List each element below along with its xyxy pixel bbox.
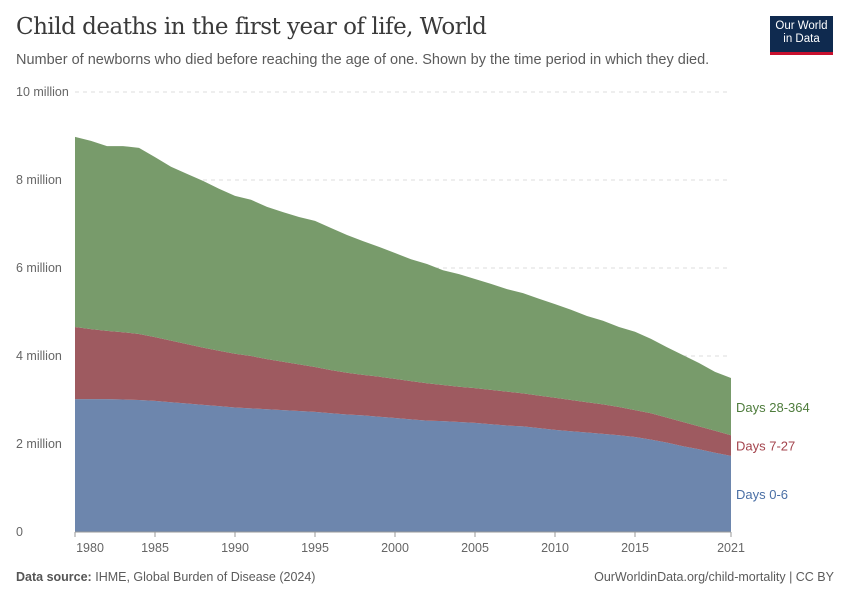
y-tick-label: 0	[16, 525, 23, 539]
logo-line2: in Data	[783, 33, 820, 45]
source-label: Data source:	[16, 570, 92, 584]
x-tick-label: 1995	[301, 541, 329, 555]
area-days-28-364	[75, 136, 731, 436]
y-tick-label: 8 million	[16, 173, 62, 187]
x-tick-label: 1990	[221, 541, 249, 555]
y-tick-label: 4 million	[16, 349, 62, 363]
series-label: Days 0-6	[736, 487, 788, 502]
area-days-7-27	[75, 326, 731, 456]
logo-line1: Our World	[775, 20, 828, 32]
x-tick-label: 2021	[717, 541, 745, 555]
x-tick-label: 1985	[141, 541, 169, 555]
data-source: Data source: IHME, Global Burden of Dise…	[16, 570, 315, 584]
area-days-0-6	[75, 399, 731, 532]
y-tick-label: 6 million	[16, 261, 62, 275]
owid-logo[interactable]: Our World in Data	[770, 16, 833, 55]
x-tick-label: 2005	[461, 541, 489, 555]
x-tick-label: 2015	[621, 541, 649, 555]
series-label: Days 28-364	[736, 400, 810, 415]
x-tick-label: 1980	[76, 541, 104, 555]
y-tick-label: 2 million	[16, 437, 62, 451]
x-tick-label: 2000	[381, 541, 409, 555]
x-tick-label: 2010	[541, 541, 569, 555]
source-url[interactable]: OurWorldinData.org/child-mortality | CC …	[594, 570, 834, 584]
chart-subtitle: Number of newborns who died before reach…	[16, 52, 710, 68]
chart-title: Child deaths in the first year of life, …	[16, 14, 487, 40]
y-tick-label: 10 million	[16, 85, 69, 99]
series-label: Days 7-27	[736, 439, 795, 454]
source-text: IHME, Global Burden of Disease (2024)	[95, 570, 316, 584]
